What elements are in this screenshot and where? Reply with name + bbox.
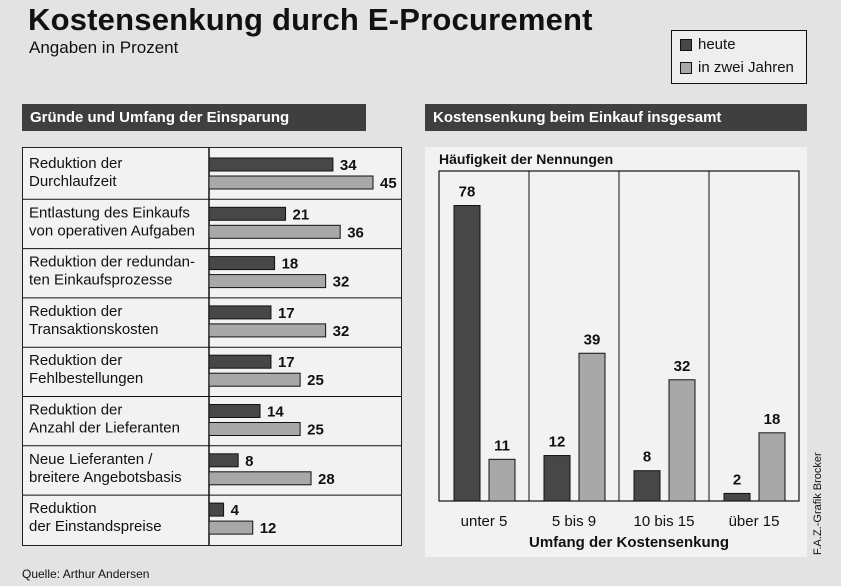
- data-label-in-zwei-jahren: 45: [380, 175, 397, 192]
- data-label-heute: 14: [267, 404, 284, 421]
- source-note: Quelle: Arthur Andersen: [22, 567, 150, 581]
- legend: heute in zwei Jahren: [671, 30, 807, 84]
- bar-in-zwei-jahren: [208, 422, 301, 436]
- category-label: Reduktion der Transaktionskosten: [29, 303, 159, 338]
- category-label: Reduktion der Fehlbestellungen: [29, 352, 143, 387]
- x-tick-label: 10 bis 15: [634, 513, 695, 530]
- bar-heute: [543, 455, 571, 502]
- bar-in-zwei-jahren: [668, 379, 696, 502]
- data-label-in-zwei-jahren: 32: [333, 274, 350, 291]
- bar-in-zwei-jahren: [208, 274, 327, 289]
- right-chart-title: Kostensenkung beim Einkauf insgesamt: [425, 104, 807, 131]
- bar-heute: [723, 492, 751, 502]
- data-label-heute: 12: [549, 434, 566, 451]
- legend-swatch-in-zwei-jahren: [680, 61, 692, 74]
- category-label: Reduktion der redundan-ten Einkaufsproze…: [29, 254, 195, 289]
- legend-label-in-zwei-jahren: in zwei Jahren: [698, 59, 794, 76]
- x-tick-label: über 15: [729, 513, 780, 530]
- bar-in-zwei-jahren: [208, 323, 327, 338]
- data-label-heute: 2: [733, 471, 741, 488]
- bar-heute: [208, 157, 334, 172]
- data-label-in-zwei-jahren: 32: [674, 358, 691, 375]
- data-label-in-zwei-jahren: 39: [584, 331, 601, 348]
- graphic-credit: F.A.Z.-Grafik Brocker: [812, 452, 824, 555]
- category-label: Reduktion der Einstandspreise: [29, 500, 162, 535]
- data-label-heute: 17: [278, 354, 295, 371]
- page-subtitle: Angaben in Prozent: [29, 38, 179, 57]
- x-axis-title: Umfang der Kostensenkung: [529, 534, 729, 551]
- y-axis-title: Häufigkeit der Nennungen: [439, 151, 613, 167]
- data-label-in-zwei-jahren: 11: [494, 437, 510, 454]
- bar-in-zwei-jahren: [488, 458, 516, 502]
- legend-item-heute: heute: [680, 36, 736, 53]
- data-label-heute: 17: [278, 305, 295, 322]
- data-label-heute: 18: [282, 256, 299, 273]
- data-label-in-zwei-jahren: 28: [318, 471, 335, 488]
- legend-item-in-zwei-jahren: in zwei Jahren: [680, 59, 794, 76]
- category-label: Reduktion der Durchlaufzeit: [29, 155, 122, 190]
- x-tick-label: unter 5: [461, 513, 508, 530]
- data-label-in-zwei-jahren: 32: [333, 323, 350, 340]
- bar-in-zwei-jahren: [208, 224, 341, 239]
- data-label-in-zwei-jahren: 25: [307, 422, 324, 439]
- data-label-in-zwei-jahren: 36: [347, 224, 364, 241]
- x-tick-label: 5 bis 9: [552, 513, 596, 530]
- category-label: Reduktion der Anzahl der Lieferanten: [29, 402, 180, 437]
- left-chart-title: Gründe und Umfang der Einsparung: [22, 104, 366, 131]
- page-title: Kostensenkung durch E-Procurement: [28, 2, 593, 37]
- bar-heute: [208, 354, 272, 369]
- bar-heute: [453, 205, 481, 502]
- category-label: Neue Lieferanten / breitere Angebotsbasis: [29, 451, 182, 486]
- bar-in-zwei-jahren: [578, 352, 606, 502]
- data-label-heute: 78: [459, 184, 476, 201]
- bar-in-zwei-jahren: [208, 175, 374, 190]
- data-label-heute: 8: [245, 453, 253, 470]
- data-label-in-zwei-jahren: 18: [764, 411, 781, 428]
- bar-heute: [208, 206, 287, 221]
- left-chart: Reduktion der Durchlaufzeit 34 45 Entlastung…: [23, 148, 401, 545]
- data-label-heute: 21: [293, 206, 310, 223]
- bar-heute: [208, 404, 261, 418]
- bar-in-zwei-jahren: [758, 432, 786, 502]
- bar-in-zwei-jahren: [208, 372, 301, 387]
- bar-heute: [208, 453, 239, 468]
- data-label-heute: 34: [340, 157, 357, 174]
- legend-label-heute: heute: [698, 36, 736, 53]
- data-label-in-zwei-jahren: 12: [260, 520, 277, 537]
- data-label-heute: 8: [643, 449, 651, 466]
- legend-swatch-heute: [680, 38, 692, 51]
- bar-in-zwei-jahren: [208, 471, 312, 486]
- bar-in-zwei-jahren: [208, 520, 254, 535]
- bar-heute: [208, 256, 276, 271]
- category-label: Entlastung des Einkaufs von operativen Au…: [29, 204, 195, 239]
- bar-heute: [633, 470, 661, 502]
- bar-heute: [208, 502, 225, 517]
- left-chart-panel: Reduktion der Durchlaufzeit 34 45 Entlastung…: [22, 147, 402, 546]
- right-chart: Häufigkeit der Nennungen 78 11 unter 5 12 39 5…: [438, 151, 800, 551]
- data-label-in-zwei-jahren: 25: [307, 372, 324, 389]
- data-label-heute: 4: [231, 502, 240, 519]
- bar-heute: [208, 305, 272, 320]
- right-chart-panel: Häufigkeit der Nennungen 78 11 unter 5 12 39 5…: [425, 147, 807, 557]
